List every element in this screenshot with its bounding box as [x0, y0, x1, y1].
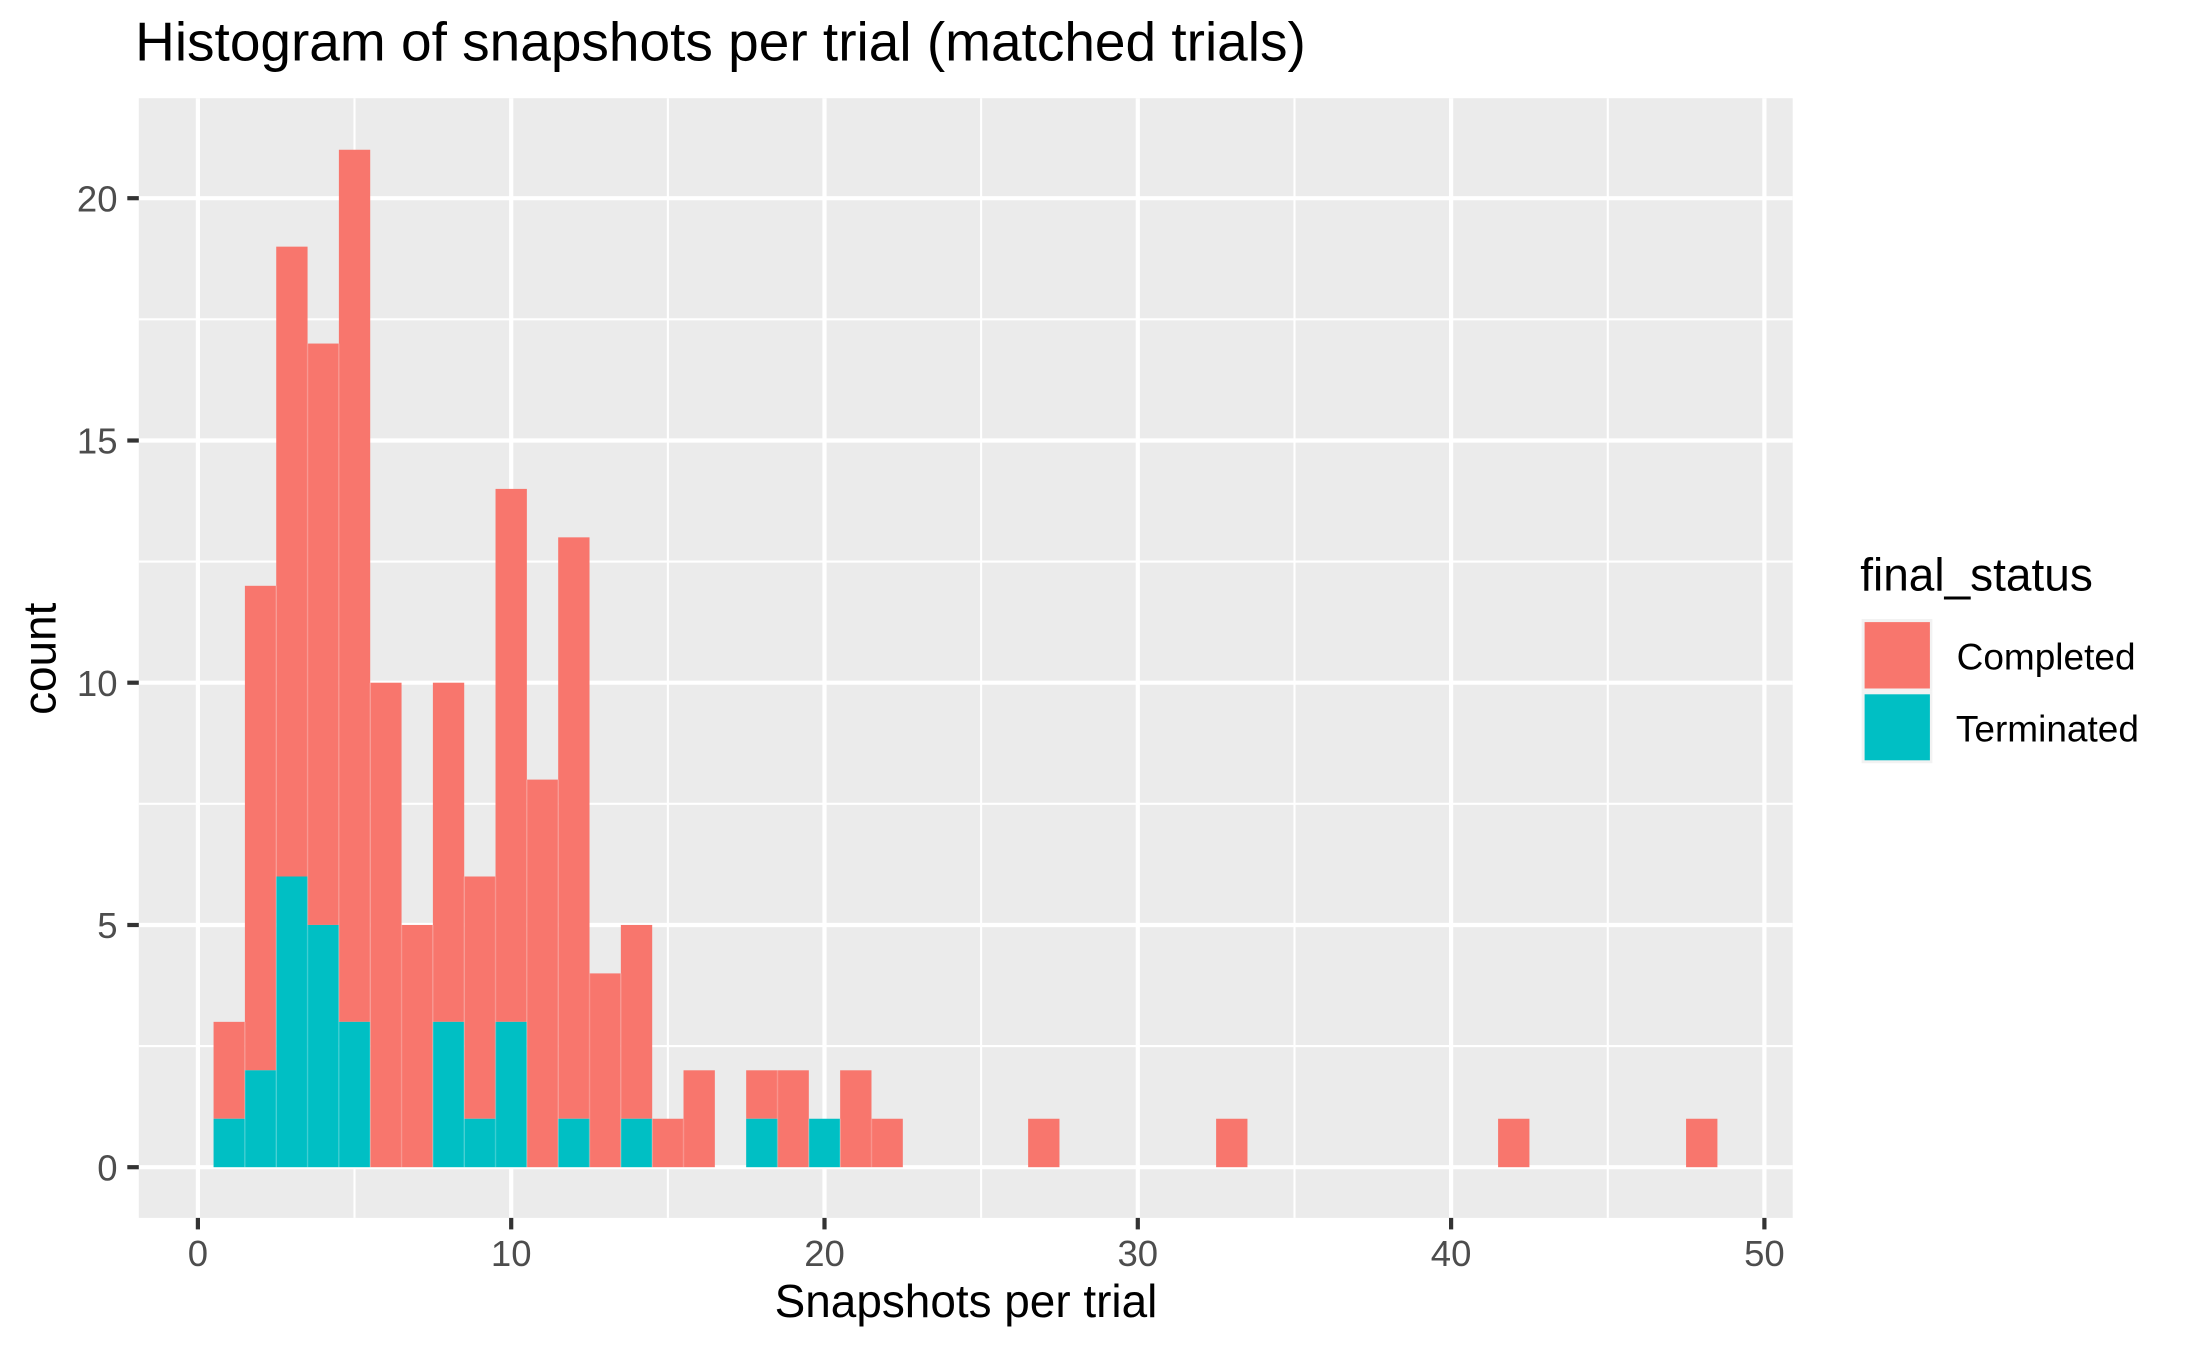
svg-text:10: 10: [491, 1233, 532, 1274]
svg-text:30: 30: [1117, 1233, 1158, 1274]
svg-text:count: count: [14, 602, 66, 715]
svg-text:5: 5: [97, 905, 117, 946]
svg-text:0: 0: [188, 1233, 208, 1274]
svg-text:Terminated: Terminated: [1956, 708, 2139, 749]
svg-text:40: 40: [1431, 1233, 1472, 1274]
svg-text:20: 20: [804, 1233, 845, 1274]
svg-text:Snapshots per trial: Snapshots per trial: [775, 1275, 1158, 1327]
svg-text:Completed: Completed: [1957, 637, 2136, 678]
svg-text:10: 10: [77, 663, 118, 704]
svg-text:final_status: final_status: [1860, 549, 2093, 601]
svg-text:20: 20: [77, 178, 118, 219]
svg-text:0: 0: [97, 1147, 117, 1188]
svg-text:50: 50: [1744, 1233, 1785, 1274]
svg-text:15: 15: [77, 421, 118, 462]
svg-text:Histogram of snapshots per tri: Histogram of snapshots per trial (matche…: [135, 11, 1306, 73]
